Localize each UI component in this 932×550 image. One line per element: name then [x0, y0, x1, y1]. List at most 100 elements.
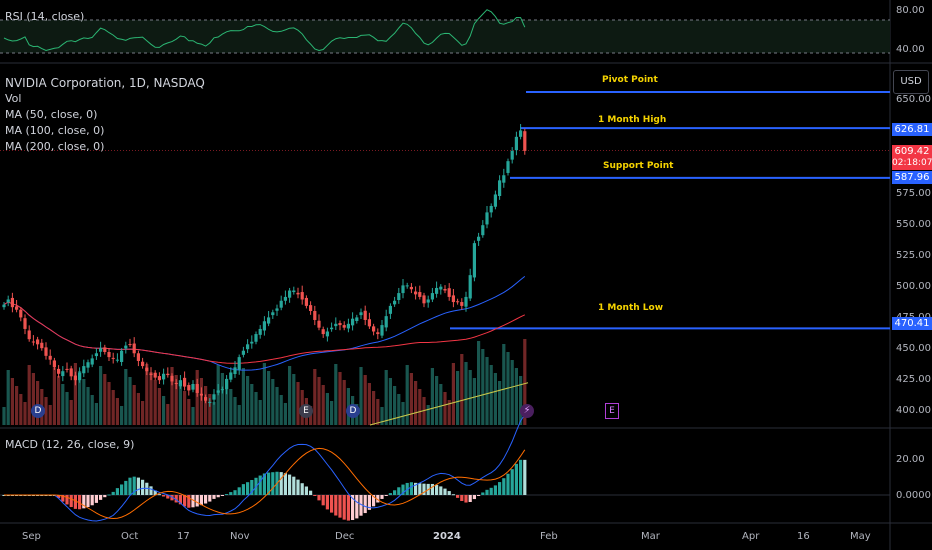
- candle-body: [485, 212, 489, 225]
- candle-body: [136, 353, 140, 361]
- volume-bar: [292, 374, 296, 425]
- volume-bar: [443, 392, 447, 425]
- candle-body: [468, 275, 472, 299]
- macd-histogram-bar: [216, 495, 220, 498]
- macd-histogram-bar: [296, 479, 300, 495]
- candle-body: [514, 136, 518, 151]
- volume-bar: [514, 368, 518, 425]
- volume-bar: [132, 385, 136, 425]
- macd-histogram-bar: [523, 459, 527, 495]
- x-axis-sep: Sep: [22, 531, 41, 542]
- macd-histogram-bar: [103, 495, 107, 498]
- candle-body: [73, 375, 77, 381]
- volume-bar: [414, 381, 418, 425]
- support-tag: 587.96: [892, 171, 932, 184]
- volume-bar: [136, 393, 140, 425]
- volume-bar: [519, 376, 523, 425]
- volume-bar: [23, 402, 27, 425]
- symbol-title[interactable]: NVIDIA Corporation, 1D, NASDAQ: [5, 76, 205, 90]
- candle-body: [183, 377, 187, 387]
- dividend-marker-1[interactable]: D: [31, 404, 45, 418]
- volume-bar: [73, 363, 77, 425]
- candle-body: [199, 393, 203, 396]
- x-axis-17: 17: [177, 531, 190, 542]
- rsi-band: [0, 20, 890, 53]
- macd-histogram-bar: [199, 495, 203, 506]
- dividend-marker-2[interactable]: D: [346, 404, 360, 418]
- candle-body: [99, 348, 103, 352]
- volume-bar: [212, 402, 216, 425]
- candle-body: [48, 355, 52, 360]
- macd-histogram-bar: [78, 495, 82, 510]
- candle-body: [422, 295, 426, 304]
- macd-histogram-bar: [477, 495, 481, 496]
- currency-button[interactable]: USD: [893, 70, 929, 94]
- candle-body: [57, 368, 61, 374]
- candle-body: [393, 300, 397, 305]
- candle-body: [220, 389, 224, 391]
- candle-body: [10, 297, 14, 308]
- candle-body: [170, 375, 174, 382]
- candle-body: [115, 359, 119, 361]
- macd-histogram-bar: [397, 487, 401, 495]
- candle-body: [493, 194, 497, 207]
- candle-body: [19, 309, 23, 318]
- candle-body: [447, 288, 451, 297]
- volume-bar: [149, 372, 153, 425]
- candle-body: [141, 361, 145, 367]
- candle-body: [376, 332, 380, 335]
- volume-bar: [90, 395, 94, 425]
- candle-body: [519, 130, 523, 137]
- volume-bar: [99, 366, 103, 425]
- legend-ma50[interactable]: MA (50, close, 0): [5, 108, 98, 121]
- earnings-marker-1[interactable]: E: [299, 404, 313, 418]
- month-low-label: 1 Month Low: [598, 303, 664, 313]
- volume-bar: [78, 371, 82, 425]
- volume-bar: [44, 397, 48, 425]
- macd-histogram-bar: [90, 495, 94, 506]
- volume-bar: [296, 382, 300, 425]
- candle-body: [65, 368, 69, 370]
- earnings-marker-2[interactable]: E: [605, 403, 619, 419]
- legend-vol[interactable]: Vol: [5, 92, 22, 105]
- candle-body: [15, 306, 19, 310]
- macd-histogram-bar: [82, 495, 86, 509]
- macd-histogram-bar: [166, 495, 170, 499]
- volume-bar: [468, 370, 472, 425]
- x-axis-oct: Oct: [121, 531, 139, 542]
- macd-histogram-bar: [342, 495, 346, 520]
- candle-body: [124, 345, 128, 349]
- volume-bar: [237, 405, 241, 425]
- candle-body: [414, 291, 418, 295]
- month-high-label: 1 Month High: [598, 115, 667, 125]
- volume-bar: [36, 381, 40, 425]
- candle-body: [304, 297, 308, 306]
- candle-body: [149, 373, 153, 376]
- candle-body: [36, 339, 40, 345]
- legend-ma100[interactable]: MA (100, close, 0): [5, 124, 105, 137]
- volume-bar: [439, 384, 443, 425]
- volume-bar: [477, 341, 481, 425]
- volume-bar: [359, 367, 363, 425]
- macd-histogram-bar: [107, 494, 111, 496]
- candle-body: [61, 371, 65, 377]
- volume-bar: [57, 376, 61, 425]
- macd-label: MACD (12, 26, close, 9): [5, 438, 135, 451]
- macd-histogram-bar: [94, 495, 98, 503]
- rsi-line: [3, 9, 526, 52]
- legend-ma200[interactable]: MA (200, close, 0): [5, 140, 105, 153]
- volume-bar: [456, 371, 460, 425]
- candle-body: [288, 290, 292, 298]
- volume-bar: [481, 349, 485, 425]
- lightning-icon[interactable]: ⚡: [520, 404, 534, 418]
- candle-body: [464, 296, 468, 307]
- macd-histogram-bar: [128, 477, 132, 495]
- volume-bar: [10, 378, 14, 425]
- volume-bar: [65, 392, 69, 425]
- volume-bar: [317, 377, 321, 425]
- volume-bar: [174, 375, 178, 425]
- x-axis-dec: Dec: [335, 531, 355, 542]
- macd-histogram-bar: [132, 476, 136, 495]
- candle-body: [418, 292, 422, 297]
